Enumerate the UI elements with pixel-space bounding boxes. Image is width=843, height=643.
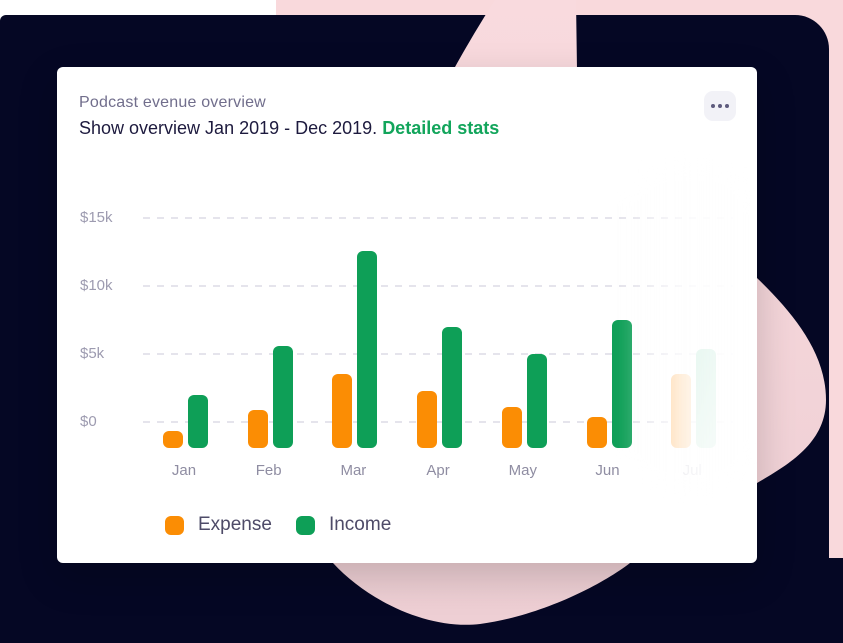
bar-expense-jan[interactable]	[163, 430, 183, 448]
x-axis-label-jun: Jun	[595, 462, 620, 479]
gridline-10k	[143, 285, 733, 287]
bar-expense-apr[interactable]	[417, 390, 438, 448]
x-axis-label-jan: Jan	[171, 462, 197, 479]
income-swatch-icon	[295, 515, 315, 535]
navy-background-corner	[829, 558, 843, 643]
x-axis-label-feb: Feb	[255, 462, 282, 479]
bar-income-may[interactable]	[526, 354, 547, 448]
x-axis-label-mar: Mar	[340, 462, 367, 479]
gridline-5k	[143, 353, 733, 355]
legend-label-income: Income	[328, 514, 392, 535]
bar-income-feb[interactable]	[272, 345, 293, 448]
legend-item-income[interactable]: Income	[295, 514, 392, 536]
gridline-15k	[143, 217, 733, 219]
legend-label-expense: Expense	[198, 514, 272, 535]
x-axis-label-may: May	[508, 462, 537, 479]
y-axis-label-15k: $15k	[80, 209, 113, 226]
x-axis-label-jul: Jul	[682, 462, 702, 479]
bar-income-mar[interactable]	[357, 250, 378, 448]
ellipsis-icon	[711, 104, 729, 108]
bar-expense-may[interactable]	[501, 407, 522, 448]
bar-income-apr[interactable]	[442, 326, 463, 448]
bar-income-jul[interactable]	[696, 348, 717, 448]
card-title: Podcast evenue overview	[79, 94, 266, 111]
chart-card: Podcast evenue overview Show overview Ja…	[57, 67, 757, 563]
more-options-button[interactable]	[704, 91, 736, 121]
x-axis-label-apr: Apr	[426, 462, 450, 479]
expense-swatch-icon	[165, 515, 184, 535]
bar-income-jan[interactable]	[188, 394, 208, 448]
y-axis-label-0: $0	[80, 413, 97, 430]
card-subtitle-text: Show overview Jan 2019 - Dec 2019.	[79, 118, 378, 138]
legend-item-expense[interactable]: Expense	[165, 514, 272, 536]
y-axis-label-10k: $10k	[80, 277, 113, 294]
gridline-0	[143, 421, 733, 423]
chart-legend: Expense Income	[165, 514, 391, 536]
bar-expense-jul[interactable]	[671, 374, 692, 448]
card-subtitle: Show overview Jan 2019 - Dec 2019. Detai…	[79, 118, 499, 139]
bar-expense-feb[interactable]	[247, 409, 268, 448]
bar-income-jun[interactable]	[611, 320, 632, 448]
bar-expense-jun[interactable]	[586, 416, 607, 448]
detailed-stats-link[interactable]: Detailed stats	[382, 118, 500, 138]
bar-expense-mar[interactable]	[332, 374, 353, 448]
y-axis-label-5k: $5k	[80, 345, 105, 362]
